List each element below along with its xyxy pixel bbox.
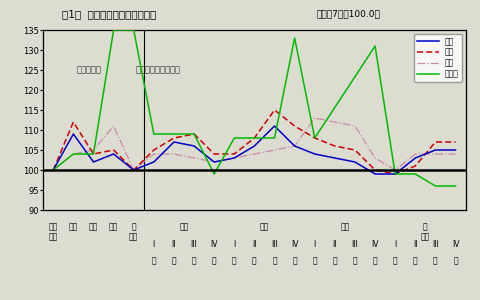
Text: 八年: 八年 bbox=[180, 222, 189, 231]
Text: IV: IV bbox=[372, 240, 379, 249]
Text: III: III bbox=[351, 240, 359, 249]
Text: 期: 期 bbox=[393, 256, 397, 266]
Text: 期: 期 bbox=[413, 256, 418, 266]
Text: 九年: 九年 bbox=[260, 222, 269, 231]
Text: 期: 期 bbox=[373, 256, 377, 266]
Text: 十
一年: 十 一年 bbox=[129, 222, 138, 242]
Text: 期: 期 bbox=[252, 256, 257, 266]
Text: II: II bbox=[333, 240, 337, 249]
Text: 期: 期 bbox=[433, 256, 438, 266]
Text: II: II bbox=[413, 240, 418, 249]
Text: I: I bbox=[153, 240, 155, 249]
Text: III: III bbox=[191, 240, 197, 249]
Text: 期: 期 bbox=[152, 256, 156, 266]
Text: 期: 期 bbox=[272, 256, 277, 266]
Text: I: I bbox=[313, 240, 316, 249]
Text: 期: 期 bbox=[192, 256, 196, 266]
Text: II: II bbox=[252, 240, 257, 249]
Text: III: III bbox=[271, 240, 278, 249]
Text: 十年: 十年 bbox=[340, 222, 349, 231]
Text: IV: IV bbox=[452, 240, 459, 249]
Legend: 生産, 出荷, 在庫, 在庫率: 生産, 出荷, 在庫, 在庫率 bbox=[414, 34, 462, 82]
Text: 期: 期 bbox=[353, 256, 357, 266]
Text: 九年: 九年 bbox=[89, 222, 98, 231]
Text: 期: 期 bbox=[312, 256, 317, 266]
Text: 期: 期 bbox=[232, 256, 237, 266]
Text: IV: IV bbox=[210, 240, 218, 249]
Text: 八年: 八年 bbox=[69, 222, 78, 231]
Text: （平成7年＝100.0）: （平成7年＝100.0） bbox=[317, 9, 381, 18]
Text: 期: 期 bbox=[453, 256, 458, 266]
Text: 十
一年: 十 一年 bbox=[421, 222, 430, 242]
Text: III: III bbox=[432, 240, 439, 249]
Text: II: II bbox=[172, 240, 176, 249]
Text: （季節調整済指数）: （季節調整済指数） bbox=[135, 65, 180, 74]
Text: 期: 期 bbox=[292, 256, 297, 266]
Text: 期: 期 bbox=[333, 256, 337, 266]
Text: I: I bbox=[233, 240, 235, 249]
Text: （原指数）: （原指数） bbox=[77, 65, 102, 74]
Text: 第1図  千葉県鉱工業指数の推移: 第1図 千葉県鉱工業指数の推移 bbox=[62, 9, 157, 19]
Text: I: I bbox=[394, 240, 396, 249]
Text: 十年: 十年 bbox=[109, 222, 118, 231]
Text: 期: 期 bbox=[172, 256, 176, 266]
Text: IV: IV bbox=[291, 240, 299, 249]
Text: 期: 期 bbox=[212, 256, 216, 266]
Text: 平成
七年: 平成 七年 bbox=[48, 222, 58, 242]
